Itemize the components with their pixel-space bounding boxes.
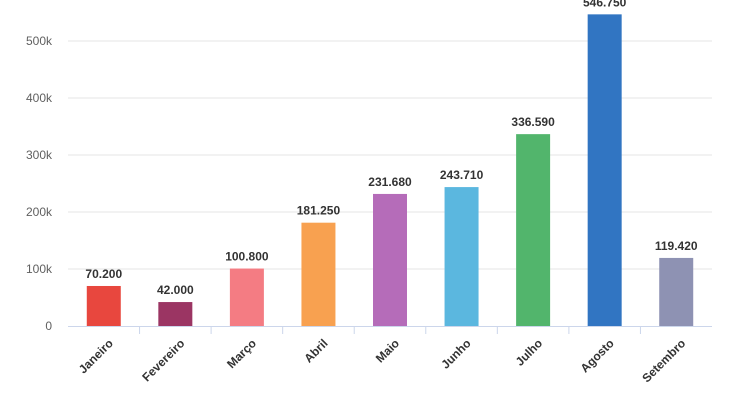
data-label: 231.680 — [368, 175, 412, 189]
bar-maio[interactable] — [373, 193, 407, 326]
data-label: 546.750 — [583, 0, 627, 9]
x-axis-ticks — [139, 326, 641, 334]
bar-junho[interactable] — [444, 187, 479, 326]
data-label: 42.000 — [157, 283, 194, 297]
data-label: 100.800 — [225, 250, 269, 264]
data-labels: 70.200 42.000 100.800 181.250 231.680 243.710… — [85, 0, 697, 297]
data-label: 119.420 — [655, 239, 698, 253]
bars — [86, 14, 694, 326]
category-label: Janeiro — [76, 336, 116, 376]
category-label: Maio — [373, 336, 402, 365]
data-label: 243.710 — [440, 168, 484, 182]
data-label: 336.590 — [511, 115, 555, 129]
bar-agosto[interactable] — [587, 14, 622, 326]
y-tick-label: 500k — [26, 34, 53, 48]
category-label: Abril — [301, 336, 330, 365]
y-tick-label: 200k — [26, 205, 53, 219]
category-label: Setembro — [639, 336, 688, 385]
data-label: 181.250 — [297, 204, 341, 218]
bar-fevereiro[interactable] — [158, 302, 193, 326]
category-labels: Janeiro Fevereiro Março Abril Maio Junho Julho… — [76, 336, 689, 385]
category-label: Agosto — [578, 336, 617, 375]
bar-janeiro[interactable] — [86, 285, 121, 326]
y-tick-label: 0 — [45, 319, 52, 333]
y-tick-label: 100k — [26, 262, 53, 276]
data-label: 70.200 — [85, 267, 122, 281]
bar-julho[interactable] — [516, 134, 551, 326]
bar-setembro[interactable] — [659, 257, 694, 326]
y-axis-tick-labels: 0 100k 200k 300k 400k 500k — [26, 34, 53, 333]
category-label: Junho — [438, 336, 473, 371]
category-label: Julho — [513, 336, 546, 369]
category-label: Fevereiro — [139, 336, 187, 384]
y-tick-label: 300k — [26, 148, 53, 162]
bar-abril[interactable] — [301, 222, 336, 326]
y-tick-label: 400k — [26, 91, 53, 105]
category-label: Março — [224, 336, 259, 371]
bar-março[interactable] — [229, 268, 264, 326]
